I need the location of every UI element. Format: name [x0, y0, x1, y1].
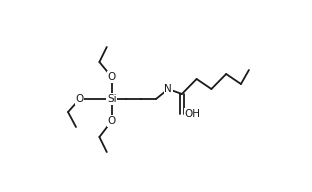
- Text: OH: OH: [184, 109, 200, 119]
- Text: Si: Si: [107, 94, 116, 104]
- Text: O: O: [108, 116, 116, 126]
- Text: N: N: [164, 84, 172, 94]
- Text: O: O: [76, 94, 84, 104]
- Text: O: O: [108, 72, 116, 82]
